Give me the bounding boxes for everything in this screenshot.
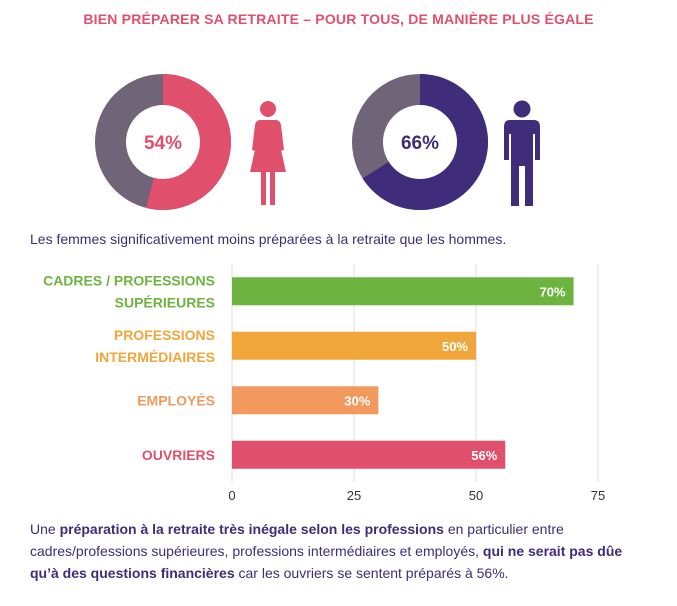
donut-women: 54% bbox=[95, 74, 232, 211]
bottom-paragraph: Une préparation à la retraite très inéga… bbox=[30, 518, 650, 584]
donut-men: 66% bbox=[352, 74, 488, 211]
bar-1 bbox=[232, 331, 476, 360]
donut-label-1: 66% bbox=[401, 133, 439, 154]
x-tick-label-1: 25 bbox=[347, 488, 361, 503]
x-tick-label-0: 0 bbox=[228, 488, 235, 503]
category-label-0-0: CADRES / PROFESSIONS bbox=[43, 272, 215, 288]
text-segment-2: en particulier entre cadres/professions … bbox=[30, 521, 564, 559]
bar-2 bbox=[232, 386, 379, 415]
text-segment-1: préparation à la retraite très inégale s… bbox=[59, 521, 444, 537]
text-segment-4: car les ouvriers se sentent préparés à 5… bbox=[234, 565, 509, 581]
category-label-1-1: INTERMÉDIAIRES bbox=[95, 349, 215, 365]
bar-0 bbox=[232, 277, 574, 306]
text-segment-3: qui ne serait pas dûe qu’à des questions… bbox=[30, 543, 623, 581]
caption-gender: Les femmes significativement moins prépa… bbox=[30, 231, 507, 247]
page-title: BIEN PRÉPARER SA RETRAITE – POUR TOUS, D… bbox=[83, 11, 594, 27]
bar-3 bbox=[232, 440, 506, 469]
profession-bar-chart: 0 25 50 75 70% CADRES / PROFESSIONS SUPÉRIEURE… bbox=[43, 264, 605, 503]
text-segment-0: Une bbox=[30, 521, 60, 537]
category-label-1-0: PROFESSIONS bbox=[114, 327, 215, 343]
donut-hole-0 bbox=[126, 105, 200, 179]
man-icon bbox=[504, 100, 540, 206]
bar-value-label-2: 30% bbox=[344, 393, 370, 408]
woman-icon bbox=[250, 101, 286, 205]
donut-hole-1 bbox=[383, 105, 457, 179]
bar-value-label-1: 50% bbox=[442, 339, 468, 354]
donut-label-0: 54% bbox=[144, 133, 182, 154]
category-label-3-0: OUVRIERS bbox=[142, 447, 215, 463]
category-label-2-0: EMPLOYÉS bbox=[137, 392, 215, 408]
bar-value-label-0: 70% bbox=[540, 284, 566, 299]
x-tick-label-2: 50 bbox=[469, 488, 483, 503]
gender-donuts: 54% 66% bbox=[0, 72, 677, 212]
category-label-0-1: SUPÉRIEURES bbox=[115, 294, 215, 310]
bar-value-label-3: 56% bbox=[471, 448, 497, 463]
x-tick-label-3: 75 bbox=[591, 488, 605, 503]
